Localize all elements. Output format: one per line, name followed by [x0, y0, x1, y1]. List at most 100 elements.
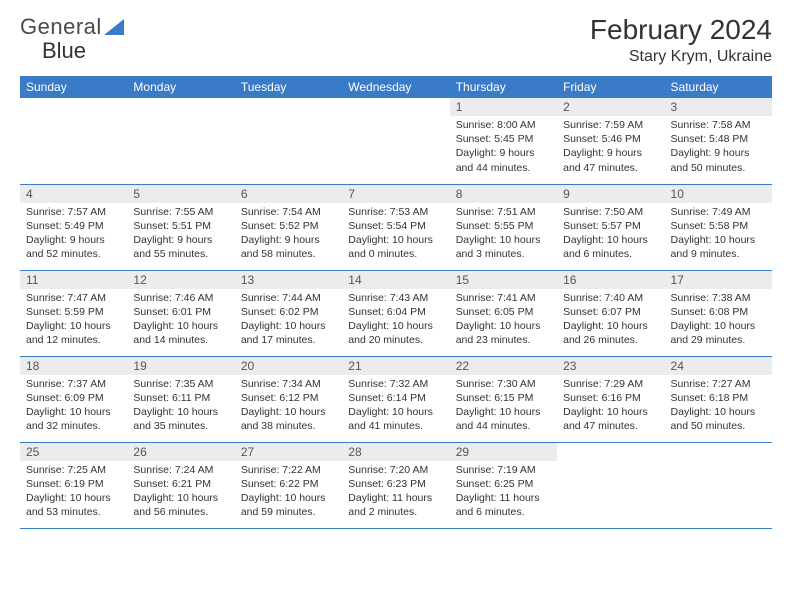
day-number: 22 [450, 357, 557, 375]
day-number: 3 [665, 98, 772, 116]
day-number: 12 [127, 271, 234, 289]
day-body: Sunrise: 7:47 AMSunset: 5:59 PMDaylight:… [20, 289, 127, 352]
calendar-cell: 3Sunrise: 7:58 AMSunset: 5:48 PMDaylight… [665, 98, 772, 184]
day-number: 10 [665, 185, 772, 203]
calendar-cell: 23Sunrise: 7:29 AMSunset: 6:16 PMDayligh… [557, 356, 664, 442]
brand-triangle-icon [104, 19, 124, 35]
day-number: 8 [450, 185, 557, 203]
calendar-cell: 6Sunrise: 7:54 AMSunset: 5:52 PMDaylight… [235, 184, 342, 270]
calendar-body: ........1Sunrise: 8:00 AMSunset: 5:45 PM… [20, 98, 772, 528]
day-number: 18 [20, 357, 127, 375]
day-number: 14 [342, 271, 449, 289]
day-body: Sunrise: 7:22 AMSunset: 6:22 PMDaylight:… [235, 461, 342, 524]
col-header: Tuesday [235, 76, 342, 98]
day-body: Sunrise: 7:43 AMSunset: 6:04 PMDaylight:… [342, 289, 449, 352]
month-title: February 2024 [590, 14, 772, 46]
calendar-cell: 26Sunrise: 7:24 AMSunset: 6:21 PMDayligh… [127, 442, 234, 528]
calendar-cell: 17Sunrise: 7:38 AMSunset: 6:08 PMDayligh… [665, 270, 772, 356]
calendar-cell: 5Sunrise: 7:55 AMSunset: 5:51 PMDaylight… [127, 184, 234, 270]
day-body: Sunrise: 7:25 AMSunset: 6:19 PMDaylight:… [20, 461, 127, 524]
calendar-cell: 20Sunrise: 7:34 AMSunset: 6:12 PMDayligh… [235, 356, 342, 442]
brand-part2-wrap: Blue [42, 38, 86, 64]
day-number: 9 [557, 185, 664, 203]
calendar-cell: .. [665, 442, 772, 528]
calendar-cell: 12Sunrise: 7:46 AMSunset: 6:01 PMDayligh… [127, 270, 234, 356]
day-body: Sunrise: 7:44 AMSunset: 6:02 PMDaylight:… [235, 289, 342, 352]
calendar-cell: .. [557, 442, 664, 528]
day-number: 15 [450, 271, 557, 289]
day-number: 20 [235, 357, 342, 375]
day-number: 19 [127, 357, 234, 375]
day-number: 4 [20, 185, 127, 203]
day-number: 2 [557, 98, 664, 116]
day-body: Sunrise: 7:57 AMSunset: 5:49 PMDaylight:… [20, 203, 127, 266]
calendar-cell: 4Sunrise: 7:57 AMSunset: 5:49 PMDaylight… [20, 184, 127, 270]
calendar-cell: .. [127, 98, 234, 184]
calendar-cell: 15Sunrise: 7:41 AMSunset: 6:05 PMDayligh… [450, 270, 557, 356]
calendar-cell: 18Sunrise: 7:37 AMSunset: 6:09 PMDayligh… [20, 356, 127, 442]
location: Stary Krym, Ukraine [590, 48, 772, 66]
calendar-table: SundayMondayTuesdayWednesdayThursdayFrid… [20, 76, 772, 529]
day-body: Sunrise: 7:41 AMSunset: 6:05 PMDaylight:… [450, 289, 557, 352]
day-body: Sunrise: 7:37 AMSunset: 6:09 PMDaylight:… [20, 375, 127, 438]
day-number: 24 [665, 357, 772, 375]
day-body: Sunrise: 7:50 AMSunset: 5:57 PMDaylight:… [557, 203, 664, 266]
calendar-cell: 27Sunrise: 7:22 AMSunset: 6:22 PMDayligh… [235, 442, 342, 528]
day-number: 29 [450, 443, 557, 461]
day-number: 1 [450, 98, 557, 116]
day-body: Sunrise: 7:24 AMSunset: 6:21 PMDaylight:… [127, 461, 234, 524]
title-block: February 2024 Stary Krym, Ukraine [590, 14, 772, 66]
day-body: Sunrise: 7:27 AMSunset: 6:18 PMDaylight:… [665, 375, 772, 438]
calendar-cell: 22Sunrise: 7:30 AMSunset: 6:15 PMDayligh… [450, 356, 557, 442]
calendar-cell: 7Sunrise: 7:53 AMSunset: 5:54 PMDaylight… [342, 184, 449, 270]
brand-logo: General [20, 14, 124, 40]
day-number: 25 [20, 443, 127, 461]
calendar-cell: 29Sunrise: 7:19 AMSunset: 6:25 PMDayligh… [450, 442, 557, 528]
day-number: 11 [20, 271, 127, 289]
calendar-cell: 11Sunrise: 7:47 AMSunset: 5:59 PMDayligh… [20, 270, 127, 356]
day-body: Sunrise: 7:53 AMSunset: 5:54 PMDaylight:… [342, 203, 449, 266]
col-header: Friday [557, 76, 664, 98]
brand-part1: General [20, 14, 102, 40]
col-header: Wednesday [342, 76, 449, 98]
day-body: Sunrise: 7:38 AMSunset: 6:08 PMDaylight:… [665, 289, 772, 352]
col-header: Monday [127, 76, 234, 98]
col-header: Saturday [665, 76, 772, 98]
calendar-cell: 8Sunrise: 7:51 AMSunset: 5:55 PMDaylight… [450, 184, 557, 270]
calendar-cell: 16Sunrise: 7:40 AMSunset: 6:07 PMDayligh… [557, 270, 664, 356]
calendar-cell: 21Sunrise: 7:32 AMSunset: 6:14 PMDayligh… [342, 356, 449, 442]
day-number: 21 [342, 357, 449, 375]
day-body: Sunrise: 7:32 AMSunset: 6:14 PMDaylight:… [342, 375, 449, 438]
day-body: Sunrise: 7:46 AMSunset: 6:01 PMDaylight:… [127, 289, 234, 352]
calendar-cell: 24Sunrise: 7:27 AMSunset: 6:18 PMDayligh… [665, 356, 772, 442]
day-number: 23 [557, 357, 664, 375]
day-number: 17 [665, 271, 772, 289]
calendar-cell: 1Sunrise: 8:00 AMSunset: 5:45 PMDaylight… [450, 98, 557, 184]
day-number: 26 [127, 443, 234, 461]
day-body: Sunrise: 7:51 AMSunset: 5:55 PMDaylight:… [450, 203, 557, 266]
day-number: 28 [342, 443, 449, 461]
calendar-cell: .. [20, 98, 127, 184]
calendar-cell: 14Sunrise: 7:43 AMSunset: 6:04 PMDayligh… [342, 270, 449, 356]
page: General February 2024 Stary Krym, Ukrain… [0, 0, 792, 539]
day-number: 6 [235, 185, 342, 203]
col-header: Thursday [450, 76, 557, 98]
day-number: 13 [235, 271, 342, 289]
calendar-cell: 13Sunrise: 7:44 AMSunset: 6:02 PMDayligh… [235, 270, 342, 356]
day-body: Sunrise: 7:59 AMSunset: 5:46 PMDaylight:… [557, 116, 664, 179]
calendar-cell: 2Sunrise: 7:59 AMSunset: 5:46 PMDaylight… [557, 98, 664, 184]
calendar-head: SundayMondayTuesdayWednesdayThursdayFrid… [20, 76, 772, 98]
col-header: Sunday [20, 76, 127, 98]
brand-part2: Blue [42, 38, 86, 63]
day-body: Sunrise: 7:55 AMSunset: 5:51 PMDaylight:… [127, 203, 234, 266]
day-body: Sunrise: 7:58 AMSunset: 5:48 PMDaylight:… [665, 116, 772, 179]
day-body: Sunrise: 8:00 AMSunset: 5:45 PMDaylight:… [450, 116, 557, 179]
day-body: Sunrise: 7:40 AMSunset: 6:07 PMDaylight:… [557, 289, 664, 352]
calendar-cell: 28Sunrise: 7:20 AMSunset: 6:23 PMDayligh… [342, 442, 449, 528]
header: General February 2024 Stary Krym, Ukrain… [20, 14, 772, 66]
day-number: 5 [127, 185, 234, 203]
day-number: 7 [342, 185, 449, 203]
calendar-cell: .. [342, 98, 449, 184]
day-body: Sunrise: 7:35 AMSunset: 6:11 PMDaylight:… [127, 375, 234, 438]
calendar-cell: 19Sunrise: 7:35 AMSunset: 6:11 PMDayligh… [127, 356, 234, 442]
